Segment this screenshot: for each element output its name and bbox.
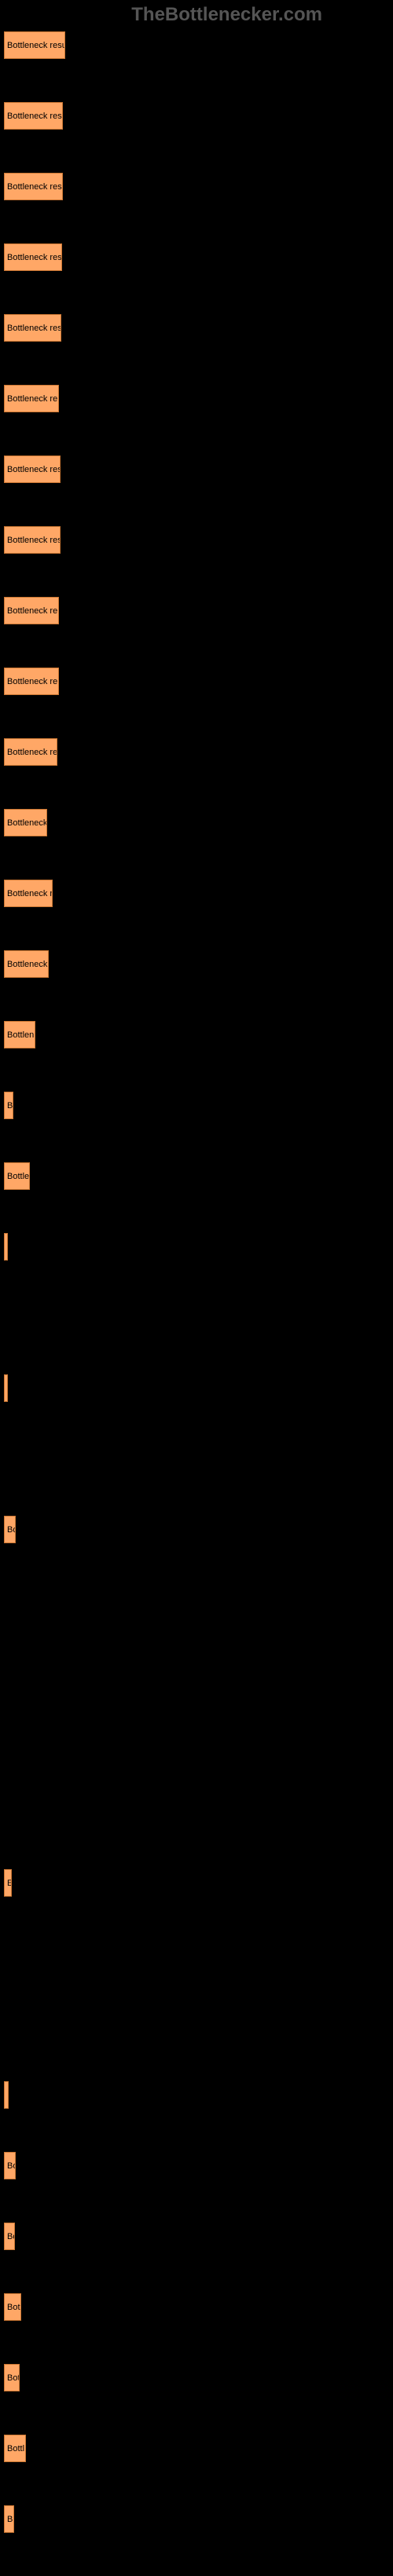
- bar-label: E: [7, 1879, 12, 1888]
- bar: Bottleneck: [4, 950, 49, 978]
- bar-label: B: [7, 1101, 13, 1111]
- bar: Bo: [4, 1516, 16, 1543]
- bar-label: Bottleneck re: [7, 606, 57, 616]
- bar-row: [0, 1445, 393, 1473]
- bar-row: Bottleneck res: [0, 102, 393, 130]
- watermark-text: TheBottlenecker.com: [131, 4, 322, 26]
- bar: Bot: [4, 2293, 21, 2321]
- bar: Bottleneck: [4, 809, 47, 836]
- bar: [4, 1233, 8, 1261]
- bar-row: [0, 1798, 393, 1826]
- bar-row: Bottleneck re: [0, 385, 393, 412]
- bar-label: Bot: [7, 2303, 20, 2312]
- bar-label: Bottleneck re: [7, 748, 57, 757]
- bar-row: Bottl: [0, 2435, 393, 2462]
- bar-row: Bot: [0, 2364, 393, 2391]
- bar: Bottleneck res: [4, 456, 61, 483]
- bar-label: Bottleneck re: [7, 677, 57, 686]
- bar: Bottleneck re: [4, 385, 59, 412]
- bar-row: Bottleneck res: [0, 173, 393, 200]
- bar-row: B: [0, 1092, 393, 1119]
- bar: Bottleneck res: [4, 526, 61, 554]
- bar: Bo: [4, 2223, 15, 2250]
- bar-label: Bottleneck res: [7, 253, 62, 262]
- bar-row: [0, 1374, 393, 1402]
- bar-row: Bottlen: [0, 1021, 393, 1048]
- bar-row: Bottleneck resu: [0, 31, 393, 59]
- bar-row: Bottleneck re: [0, 668, 393, 695]
- bar-chart: Bottleneck resu Bottleneck res Bottleneck …: [0, 31, 393, 2576]
- bar: Bo: [4, 2152, 16, 2179]
- bar-row: Bottleneck res: [0, 243, 393, 271]
- bar-row: [0, 1586, 393, 1614]
- bar-row: [0, 1657, 393, 1685]
- bar-label: Bottleneck resu: [7, 41, 65, 50]
- bar-label: Bottleneck res: [7, 536, 61, 545]
- bar: Bottleneck resu: [4, 31, 65, 59]
- bar-label: Bo: [7, 2161, 16, 2171]
- bar: Bottleneck re: [4, 597, 59, 624]
- bar-row: [0, 2081, 393, 2109]
- bar-row: Bo: [0, 2223, 393, 2250]
- bar-label: Bottleneck res: [7, 324, 61, 333]
- bar-row: B: [0, 2505, 393, 2533]
- bar-label: Bottle: [7, 1172, 29, 1181]
- bar-row: [0, 1728, 393, 1755]
- bar-row: E: [0, 1869, 393, 1897]
- bar-row: Bottleneck: [0, 950, 393, 978]
- bar-row: Bottle: [0, 1162, 393, 1190]
- bar: Bot: [4, 2364, 20, 2391]
- bar-row: Bottleneck re: [0, 597, 393, 624]
- bar-label: Bo: [7, 2232, 15, 2241]
- bar-label: Bottl: [7, 2444, 24, 2453]
- bar-label: Bottleneck re: [7, 394, 57, 404]
- bar-row: Bo: [0, 1516, 393, 1543]
- bar: Bottleneck res: [4, 173, 63, 200]
- bar: Bottleneck re: [4, 668, 59, 695]
- bar-row: [0, 1940, 393, 1967]
- bar-row: Bot: [0, 2293, 393, 2321]
- bar: Bottlen: [4, 1021, 35, 1048]
- bar: Bottl: [4, 2435, 26, 2462]
- bar-row: Bottleneck: [0, 809, 393, 836]
- bar: Bottleneck res: [4, 102, 63, 130]
- bar-row: Bo: [0, 2152, 393, 2179]
- bar: E: [4, 1869, 12, 1897]
- bar-label: Bot: [7, 2373, 20, 2383]
- bar-label: B: [7, 2515, 13, 2524]
- bar-label: Bottleneck res: [7, 182, 62, 192]
- bar-label: Bottleneck res: [7, 465, 61, 474]
- bar: Bottle: [4, 1162, 30, 1190]
- bar-row: Bottleneck re: [0, 738, 393, 766]
- bar: B: [4, 1092, 13, 1119]
- bar: Bottleneck r: [4, 880, 53, 907]
- bar: Bottleneck re: [4, 738, 57, 766]
- bar-row: [0, 1304, 393, 1331]
- bar-row: Bottleneck res: [0, 314, 393, 342]
- bar: Bottleneck res: [4, 314, 61, 342]
- bar: [4, 1374, 8, 1402]
- bar-row: Bottleneck res: [0, 456, 393, 483]
- bar-label: Bo: [7, 1525, 16, 1535]
- bar-row: Bottleneck res: [0, 526, 393, 554]
- bar-row: [0, 2011, 393, 2038]
- bar-row: [0, 1233, 393, 1261]
- bar: [4, 2081, 9, 2109]
- bar: Bottleneck res: [4, 243, 62, 271]
- bar-label: Bottleneck res: [7, 112, 62, 121]
- bar: B: [4, 2505, 14, 2533]
- bar-row: Bottleneck r: [0, 880, 393, 907]
- bar-label: Bottleneck: [7, 960, 47, 969]
- bar-label: Bottleneck: [7, 818, 47, 828]
- bar-label: Bottlen: [7, 1030, 34, 1040]
- bar-label: Bottleneck r: [7, 889, 53, 898]
